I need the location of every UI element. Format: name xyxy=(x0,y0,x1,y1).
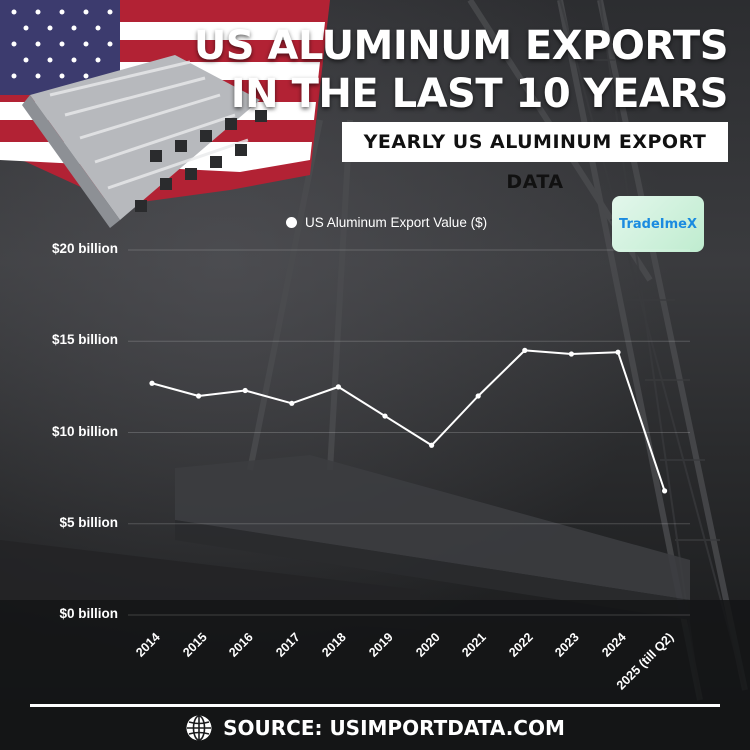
data-point xyxy=(149,380,155,386)
data-point xyxy=(522,347,528,353)
y-tick-label: $10 billion xyxy=(51,423,118,439)
footer-divider xyxy=(30,704,720,707)
chart-legend: US Aluminum Export Value ($) xyxy=(286,212,487,232)
tradeimex-logo: TradeImeX xyxy=(612,196,704,252)
data-point xyxy=(196,393,202,399)
series-line xyxy=(151,349,666,492)
data-point xyxy=(475,393,481,399)
source-text: SOURCE: USIMPORTDATA.COM xyxy=(223,716,565,740)
data-point xyxy=(242,387,248,394)
globe-icon xyxy=(186,715,212,741)
data-point xyxy=(429,442,435,448)
data-point xyxy=(662,488,668,494)
data-point xyxy=(289,400,295,406)
data-point xyxy=(615,349,621,355)
y-tick-label: $20 billion xyxy=(51,241,118,256)
subtitle-banner: YEARLY US ALUMINUM EXPORT DATA xyxy=(342,122,728,193)
legend-marker xyxy=(286,216,297,228)
data-point xyxy=(335,384,341,390)
y-tick-label: $5 billion xyxy=(59,514,118,530)
data-point xyxy=(382,413,388,419)
aluminum-profiles-graphic xyxy=(22,55,267,228)
legend-label: US Aluminum Export Value ($) xyxy=(305,214,488,230)
page-title: US ALUMINUM EXPORTS IN THE LAST 10 YEARS xyxy=(193,23,729,117)
data-point xyxy=(568,351,575,357)
y-tick-label: $15 billion xyxy=(51,332,118,348)
source-footer: SOURCE: USIMPORTDATA.COM xyxy=(0,712,750,744)
y-tick-label: $0 billion xyxy=(59,606,118,621)
